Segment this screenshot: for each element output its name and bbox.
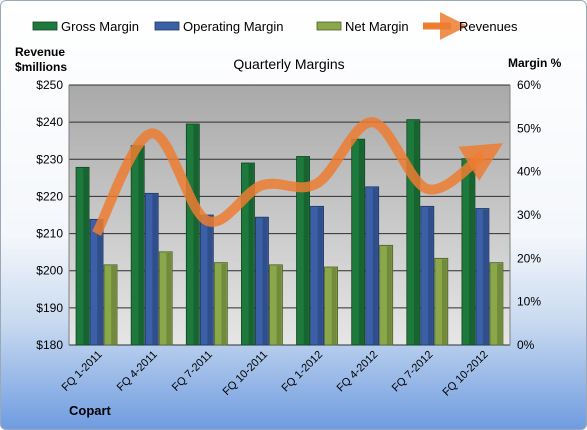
right-tick-label: 0% [517, 338, 535, 352]
bar-gross-margin [241, 162, 255, 346]
x-tick-label: FQ 7-2012 [390, 349, 436, 395]
bar-gross-margin [461, 158, 476, 346]
bar-shade [83, 168, 89, 345]
left-axis-title-line2: $millions [15, 60, 68, 74]
left-tick-label: $230 [36, 152, 63, 166]
bar-net-margin [158, 251, 173, 346]
bar-shade [469, 159, 474, 345]
bar-shade [193, 125, 199, 345]
right-axis-ticks: 0% 10% 20% 30% 40% 50% 60% [517, 78, 541, 352]
right-tick-label: 30% [517, 208, 541, 222]
right-tick-label: 10% [517, 295, 541, 309]
bar-operating-margin [199, 214, 214, 346]
x-tick-label: FQ 7-2011 [170, 349, 215, 394]
right-tick-label: 60% [517, 78, 541, 92]
left-tick-label: $250 [36, 78, 63, 92]
left-tick-label: $180 [36, 338, 63, 352]
revenue-line [92, 117, 503, 236]
bar-net-margin [213, 262, 228, 346]
bar-shade [262, 218, 268, 345]
legend-label: Gross Margin [61, 19, 139, 34]
bar-shade [248, 164, 254, 345]
bar-shade [497, 263, 502, 345]
bar-shade [303, 157, 309, 345]
legend-swatch [316, 21, 342, 31]
bar-shade [358, 140, 364, 345]
legend-item-net-margin: Net Margin [316, 19, 409, 34]
x-axis-ticks: FQ 1-2011 FQ 4-2011 FQ 7-2011 FQ 10-2011 FQ … [60, 349, 491, 399]
right-tick-label: 40% [517, 165, 541, 179]
bar-gross-margin [130, 145, 145, 346]
bar-shade [138, 146, 144, 345]
bar-net-margin [489, 262, 504, 346]
legend-item-revenues: Revenues [423, 12, 518, 40]
legend-label: Operating Margin [183, 19, 283, 34]
bar-shade [317, 207, 323, 345]
x-tick-label: FQ 1-2012 [280, 349, 326, 395]
bar-gross-margin [406, 119, 421, 346]
bar-operating-margin [420, 205, 435, 346]
x-tick-label: FQ 10-2011 [221, 349, 270, 398]
chart-title: Quarterly Margins [233, 56, 344, 72]
bar-operating-margin [89, 218, 104, 346]
bar-shade [413, 120, 419, 346]
left-tick-label: $240 [36, 115, 63, 129]
right-tick-label: 20% [517, 251, 541, 265]
bar-shade [386, 246, 392, 345]
x-tick-label: FQ 10-2012 [441, 349, 491, 399]
bar-gross-margin [75, 166, 90, 346]
bar-shade [441, 259, 447, 345]
bar-shade [372, 187, 378, 345]
bar-net-margin [269, 264, 283, 346]
legend-label: Revenues [459, 19, 518, 34]
bar-operating-margin [144, 192, 159, 346]
bar-shade [221, 263, 227, 345]
bar-shade [427, 207, 433, 345]
bar-net-margin [324, 266, 338, 346]
bar-operating-margin [310, 205, 324, 346]
x-tick-label: FQ 1-2011 [60, 349, 105, 394]
bar-shade [483, 209, 488, 345]
right-tick-label: 50% [517, 121, 541, 135]
revenue-line-series [92, 117, 503, 236]
bar-gross-margin [296, 156, 310, 346]
bar-gross-margin [351, 138, 366, 346]
bar-shade [276, 265, 282, 345]
bar-shade [152, 194, 158, 345]
legend-item-operating-margin: Operating Margin [154, 19, 283, 34]
bar-series [75, 119, 504, 346]
left-tick-label: $220 [36, 189, 63, 203]
legend-swatch [32, 21, 58, 31]
x-tick-label: FQ 4-2012 [335, 349, 381, 395]
left-tick-label: $210 [36, 227, 63, 241]
left-tick-label: $200 [36, 264, 63, 278]
bar-shade [166, 252, 172, 345]
bar-shade [207, 216, 213, 345]
legend: Gross Margin Operating Margin Net Margin Re… [32, 12, 518, 40]
bar-net-margin [103, 264, 118, 346]
bar-net-margin [434, 257, 449, 346]
left-axis-ticks: $180 $190 $200 $210 $220 $230 $240 $250 [36, 78, 63, 352]
legend-swatch [154, 21, 180, 31]
bar-shade [97, 220, 103, 345]
x-tick-label: FQ 4-2011 [115, 349, 160, 394]
legend-item-gross-margin: Gross Margin [32, 19, 139, 34]
bar-operating-margin [255, 216, 269, 346]
left-tick-label: $190 [36, 301, 63, 315]
bar-shade [111, 265, 117, 345]
bar-shade [331, 268, 337, 345]
bar-gross-margin [185, 123, 200, 346]
footer-company-name: Copart [69, 403, 111, 418]
bar-net-margin [379, 244, 394, 346]
bar-operating-margin [365, 186, 380, 346]
bar-operating-margin [475, 208, 490, 346]
right-axis-title: Margin % [508, 56, 562, 70]
legend-label: Net Margin [345, 19, 409, 34]
left-axis-title-line1: Revenue [15, 45, 66, 59]
